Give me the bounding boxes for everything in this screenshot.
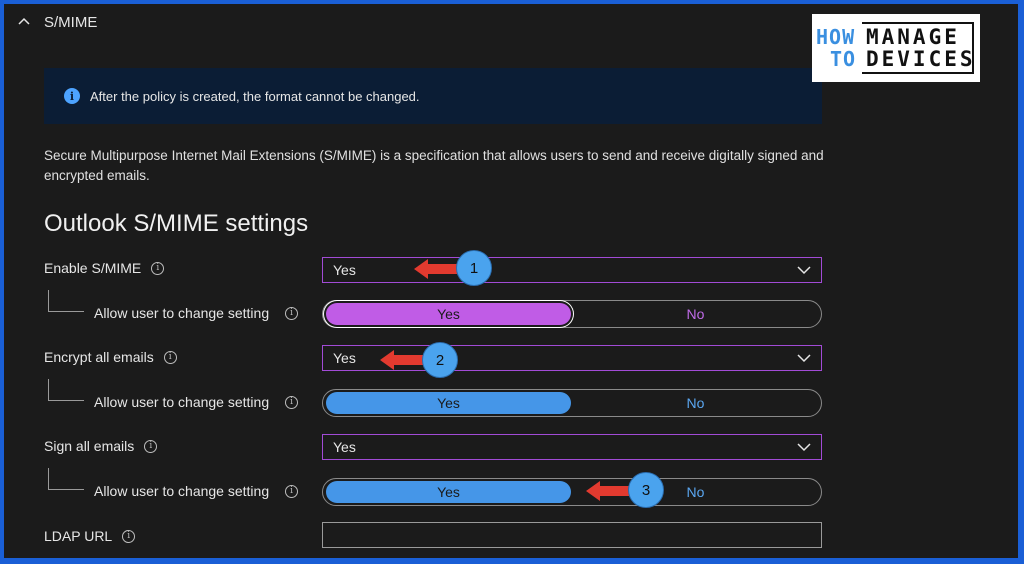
logo-how: HOW xyxy=(816,25,856,49)
ldap-url-row-label: LDAP URL i xyxy=(44,528,136,544)
tree-connector xyxy=(48,468,84,490)
info-banner: i After the policy is created, the forma… xyxy=(44,68,822,124)
info-icon[interactable]: i xyxy=(144,439,158,453)
sign-allow-row-label: Allow user to change setting i xyxy=(94,483,299,499)
chevron-down-icon[interactable] xyxy=(797,352,811,364)
sign-allow-toggle[interactable]: Yes No xyxy=(322,478,822,506)
enable-allow-toggle[interactable]: Yes No xyxy=(322,300,822,328)
annotation-arrow-1 xyxy=(414,259,460,279)
section-header-smime[interactable]: S/MIME xyxy=(18,10,97,34)
info-icon[interactable]: i xyxy=(122,529,136,543)
encrypt-allow-label: Allow user to change setting xyxy=(94,394,270,410)
ldap-url-label: LDAP URL xyxy=(44,528,113,544)
section-title: S/MIME xyxy=(44,13,98,31)
settings-panel: S/MIME i After the policy is created, th… xyxy=(4,4,1018,558)
logo-devices: DEVICES xyxy=(866,47,976,71)
logo-frame xyxy=(862,22,974,74)
encrypt-all-row-label: Encrypt all emails i xyxy=(44,349,177,365)
enable-allow-label: Allow user to change setting xyxy=(94,305,270,321)
info-banner-message: After the policy is created, the format … xyxy=(90,88,420,104)
chevron-up-icon[interactable] xyxy=(18,16,30,28)
ldap-url-input[interactable] xyxy=(322,522,822,548)
info-icon: i xyxy=(64,88,80,104)
encrypt-all-label: Encrypt all emails xyxy=(44,349,154,365)
tree-connector xyxy=(48,290,84,312)
chevron-down-icon[interactable] xyxy=(797,264,811,276)
info-icon[interactable]: i xyxy=(285,484,299,498)
info-icon[interactable]: i xyxy=(285,306,299,320)
sign-all-value: Yes xyxy=(333,439,356,455)
toggle-no-option[interactable]: No xyxy=(686,306,705,322)
encrypt-all-value: Yes xyxy=(333,350,356,366)
sign-allow-label: Allow user to change setting xyxy=(94,483,270,499)
encrypt-allow-row-label: Allow user to change setting i xyxy=(94,394,299,410)
info-icon[interactable]: i xyxy=(163,350,177,364)
enable-smime-value: Yes xyxy=(333,262,356,278)
toggle-no-option[interactable]: No xyxy=(686,395,705,411)
chevron-down-icon[interactable] xyxy=(797,441,811,453)
info-icon[interactable]: i xyxy=(151,261,165,275)
enable-smime-label: Enable S/MIME xyxy=(44,260,142,276)
annotation-arrow-2 xyxy=(380,350,426,370)
sign-all-row-label: Sign all emails i xyxy=(44,438,158,454)
logo-to: TO xyxy=(830,47,857,71)
howtomanagedevices-logo: HOW TO MANAGE DEVICES xyxy=(812,14,980,82)
encrypt-allow-toggle[interactable]: Yes No xyxy=(322,389,822,417)
enable-allow-row-label: Allow user to change setting i xyxy=(94,305,299,321)
enable-smime-row-label: Enable S/MIME i xyxy=(44,260,165,276)
callout-badge-1: 1 xyxy=(456,250,492,286)
annotation-arrow-3 xyxy=(586,481,632,501)
toggle-no-option[interactable]: No xyxy=(686,484,705,500)
sign-all-label: Sign all emails xyxy=(44,438,135,454)
settings-heading: Outlook S/MIME settings xyxy=(44,210,309,237)
callout-badge-2: 2 xyxy=(422,342,458,378)
logo-manage: MANAGE xyxy=(866,25,960,49)
description-text: Secure Multipurpose Internet Mail Extens… xyxy=(44,148,824,183)
info-icon[interactable]: i xyxy=(285,395,299,409)
enable-smime-select[interactable]: Yes xyxy=(322,257,822,283)
sign-all-select[interactable]: Yes xyxy=(322,434,822,460)
toggle-yes-option[interactable]: Yes xyxy=(326,392,571,414)
callout-badge-3: 3 xyxy=(628,472,664,508)
toggle-yes-option[interactable]: Yes xyxy=(326,303,571,325)
tree-connector xyxy=(48,379,84,401)
toggle-yes-option[interactable]: Yes xyxy=(326,481,571,503)
